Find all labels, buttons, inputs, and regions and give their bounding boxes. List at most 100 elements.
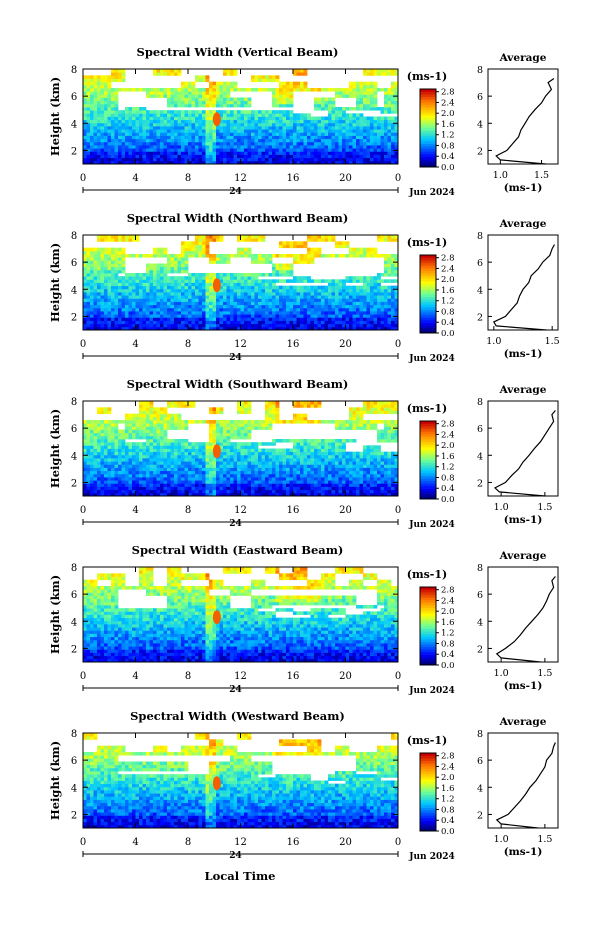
heatmap-cell: [251, 279, 255, 283]
heatmap-cell: [223, 97, 227, 102]
heatmap-cell: [153, 285, 157, 290]
colorbar-segment: [420, 89, 436, 92]
heatmap-cell: [149, 416, 154, 421]
heatmap-cell: [230, 138, 234, 143]
heatmap-cell: [170, 69, 175, 73]
heatmap-cell: [111, 138, 115, 143]
heatmap-cell: [205, 113, 210, 117]
heatmap-cell: [373, 103, 378, 108]
heatmap-cell: [331, 295, 336, 299]
heatmap-cell: [100, 429, 105, 434]
heatmap-cell: [303, 295, 308, 299]
heatmap-cell: [198, 88, 203, 92]
heatmap-cell: [356, 135, 360, 140]
heatmap-cell: [209, 132, 213, 136]
heatmap-cell: [107, 260, 112, 264]
heatmap-cell: [254, 311, 259, 315]
heatmap-cell: [387, 94, 392, 98]
heatmap-cell: [212, 323, 217, 328]
heatmap-cell: [111, 145, 115, 149]
heatmap-cell: [93, 157, 98, 162]
heatmap-cell: [139, 470, 143, 475]
heatmap-cell: [184, 116, 189, 121]
heatmap-cell: [100, 480, 105, 484]
heatmap-cell: [118, 116, 122, 121]
heatmap-cell: [90, 122, 94, 127]
heatmap-cell: [223, 69, 227, 73]
heatmap-cell: [237, 298, 241, 302]
heatmap-cell: [272, 288, 276, 293]
heatmap-cell: [121, 477, 126, 481]
heatmap-cell: [100, 84, 105, 89]
heatmap-cell: [191, 154, 196, 159]
x-tick-label: 0: [395, 173, 401, 184]
heatmap-cell: [177, 295, 182, 299]
heatmap-cell: [307, 320, 311, 325]
heatmap-cell: [111, 470, 115, 475]
heatmap-cell: [195, 288, 199, 293]
heatmap-cell: [261, 151, 266, 155]
heatmap-cell: [279, 298, 283, 302]
heatmap-cell: [97, 100, 101, 105]
heatmap-cell: [387, 103, 392, 108]
heatmap-cell: [184, 282, 189, 287]
heatmap-cell: [317, 100, 322, 105]
heatmap-cell: [114, 320, 119, 325]
heatmap-cell: [380, 285, 385, 290]
heatmap-cell: [97, 426, 101, 430]
heatmap-cell: [191, 81, 196, 86]
heatmap-cell: [293, 126, 297, 130]
heatmap-cell: [345, 244, 350, 249]
heatmap-cell: [114, 88, 119, 92]
heatmap-cell: [83, 145, 87, 149]
colorbar-segment: [420, 91, 436, 95]
heatmap-cell: [100, 432, 105, 437]
heatmap-cell: [205, 151, 210, 155]
heatmap-cell: [93, 298, 98, 302]
heatmap-cell: [163, 138, 168, 143]
heatmap-cell: [153, 439, 157, 443]
heatmap-cell: [254, 260, 259, 264]
heatmap-cell: [125, 323, 129, 328]
heatmap-cell: [90, 477, 94, 481]
heatmap-cell: [86, 467, 91, 472]
heatmap-cell: [387, 122, 392, 127]
heatmap-cell: [394, 279, 399, 283]
heatmap-cell: [366, 285, 371, 290]
heatmap-cell: [86, 78, 91, 83]
heatmap-cell: [240, 148, 245, 152]
heatmap-cell: [156, 410, 161, 415]
heatmap-cell: [100, 235, 105, 239]
heatmap-cell: [160, 151, 164, 155]
heatmap-cell: [90, 442, 94, 446]
heatmap-cell: [174, 295, 178, 299]
heatmap-cell: [86, 247, 91, 252]
heatmap-cell: [107, 103, 112, 108]
heatmap-cell: [317, 148, 322, 152]
heatmap-cell: [146, 401, 150, 405]
heatmap-cell: [384, 122, 388, 127]
heatmap-cell: [261, 238, 266, 242]
heatmap-cell: [111, 141, 115, 146]
heatmap-cell: [83, 292, 87, 296]
heatmap-cell: [118, 285, 122, 290]
heatmap-cell: [86, 326, 91, 331]
heatmap-cell: [170, 461, 175, 465]
heatmap-cell: [198, 160, 203, 165]
heatmap-cell: [237, 320, 241, 325]
heatmap-cell: [216, 314, 220, 318]
heatmap-cell: [359, 135, 364, 140]
heatmap-cell: [237, 276, 241, 280]
heatmap-cell: [93, 257, 98, 261]
heatmap-cell: [394, 160, 399, 165]
heatmap-cell: [265, 323, 269, 328]
heatmap-cell: [268, 273, 273, 277]
heatmap-cell: [181, 311, 185, 315]
heatmap-cell: [181, 317, 185, 321]
heatmap-cell: [184, 323, 189, 328]
heatmap-cell: [363, 298, 367, 302]
heatmap-cell: [93, 129, 98, 133]
heatmap-cell: [195, 122, 199, 127]
heatmap-cell: [258, 285, 262, 290]
